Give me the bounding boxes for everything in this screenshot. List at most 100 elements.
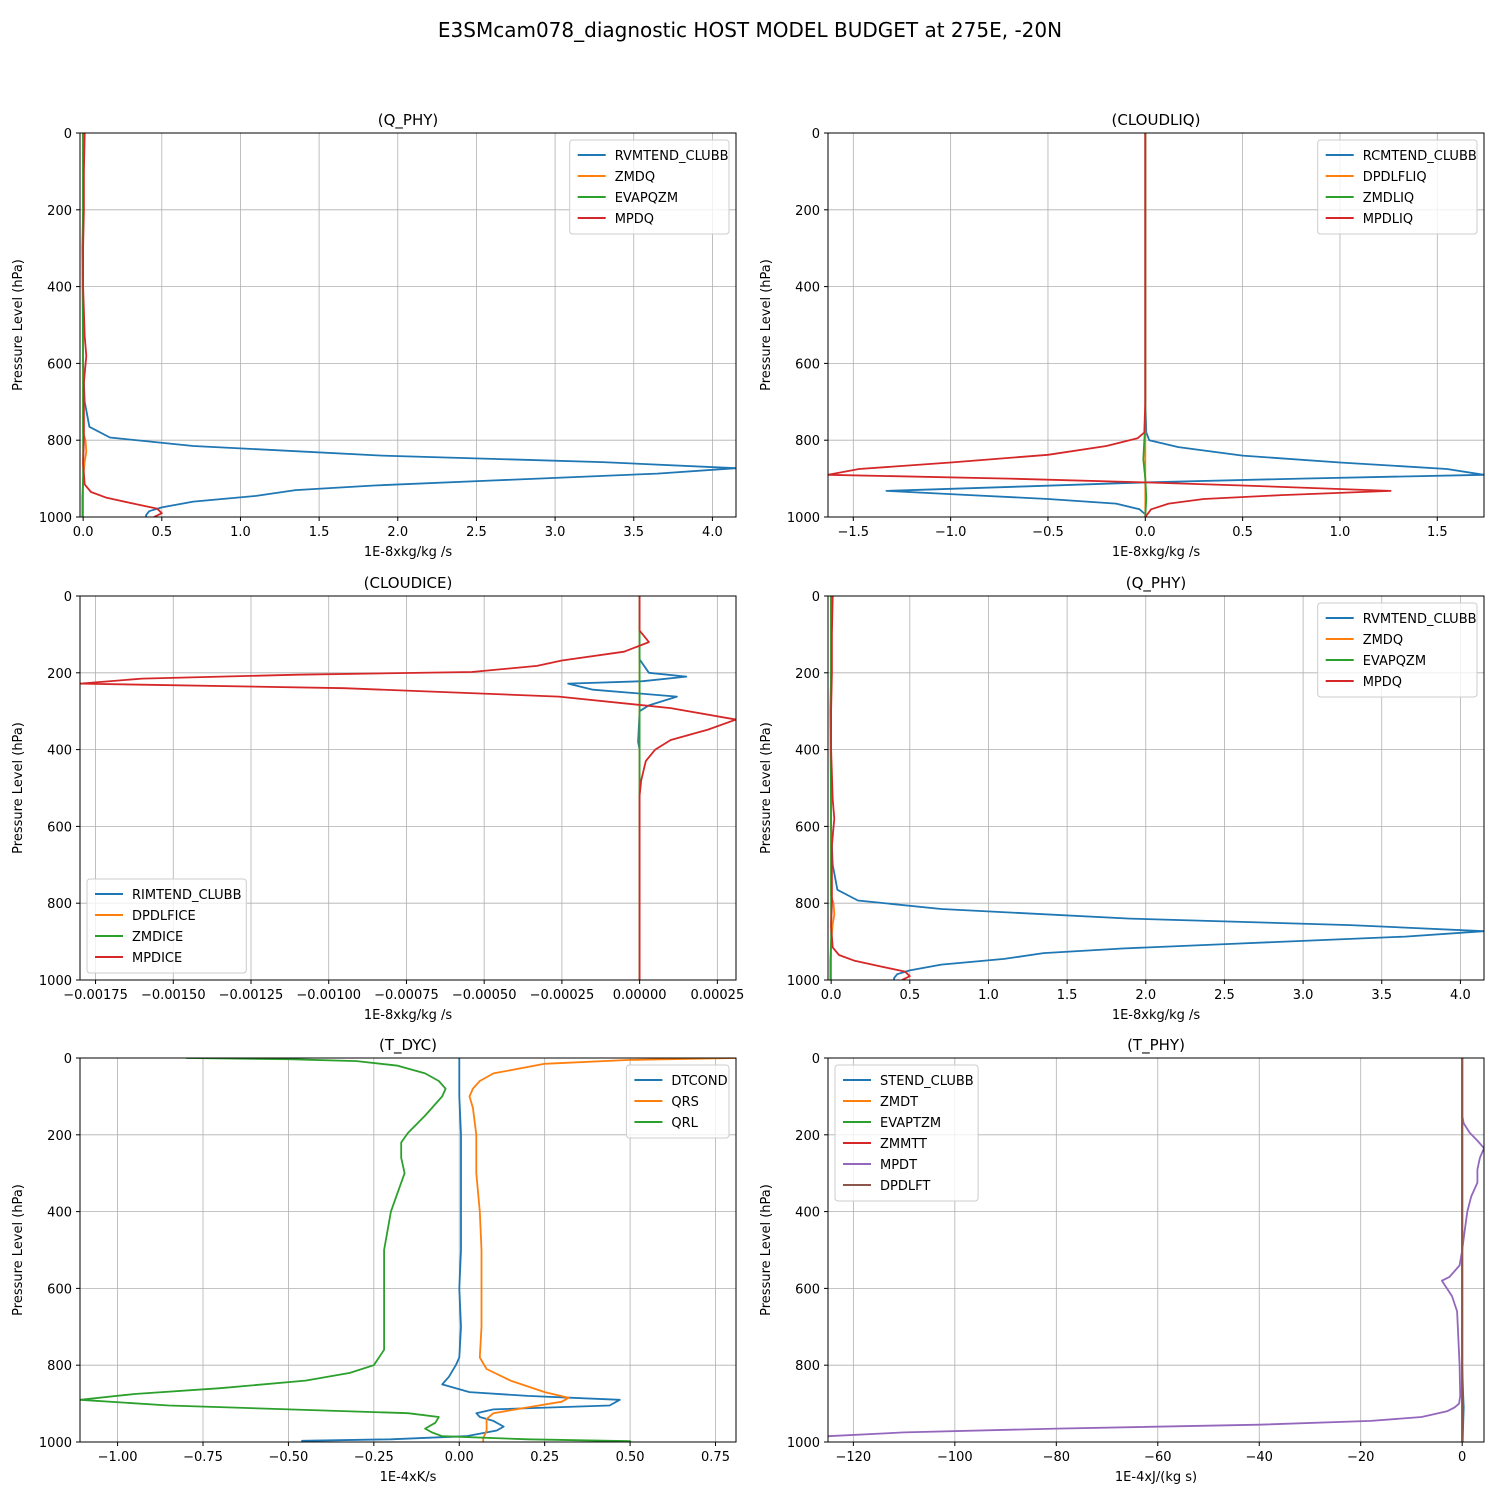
x-tick-label: 1.0 — [978, 988, 999, 1003]
axes-frame — [79, 1057, 737, 1443]
legend-box — [569, 139, 730, 235]
subplot-title: (Q_PHY) — [378, 111, 439, 130]
series-lines — [80, 1058, 736, 1442]
y-tick-label: 400 — [47, 281, 72, 296]
y-tick-label: 1000 — [39, 1436, 72, 1451]
x-tick-label: 0 — [1458, 1450, 1466, 1465]
series-lines — [829, 596, 1484, 980]
axes-frame — [79, 132, 737, 518]
y-tick-label: 600 — [795, 820, 820, 835]
x-tick-label: 0.5 — [1232, 525, 1253, 540]
y-axis-label: Pressure Level (hPa) — [11, 722, 26, 854]
legend-label: MPDQ — [1363, 675, 1402, 690]
x-tick-label: 0.00000 — [613, 988, 667, 1003]
y-axis-label: Pressure Level (hPa) — [11, 1184, 26, 1316]
subplot-title: (T_PHY) — [1127, 1036, 1185, 1055]
legend-label: MPDT — [880, 1158, 917, 1173]
legend-label: EVAPQZM — [615, 191, 678, 206]
y-tick-label: 800 — [47, 897, 72, 912]
y-tick-label: 400 — [795, 281, 820, 296]
legend-label: ZMDT — [880, 1095, 918, 1110]
x-tick-label: 1.5 — [1427, 525, 1448, 540]
y-axis-label: Pressure Level (hPa) — [759, 1184, 774, 1316]
legend-label: QRL — [671, 1116, 698, 1131]
subplot-6: −120 −100 −80 −60 −40 −20 0 0 200 400 600 800 1000 (T… — [759, 1036, 1485, 1485]
legend-label: MPDICE — [132, 951, 182, 966]
subplot-3: −0.00175 −0.00150 −0.00125 −0.00100 −0.00075… — [11, 574, 744, 1023]
x-tick-label: 3.0 — [545, 525, 566, 540]
legend: RCMTEND_CLUBB DPDLFLIQ ZMDLIQ MPDLIQ — [1317, 139, 1478, 235]
y-tick-label: 400 — [795, 1206, 820, 1221]
x-tick-label: 4.0 — [1450, 988, 1471, 1003]
y-tick-label: 1000 — [39, 974, 72, 989]
subplot-5: −1.00 −0.75 −0.50 −0.25 0.00 0.25 0.50 0.75 0 200… — [11, 1036, 737, 1485]
y-tick-label: 600 — [795, 1282, 820, 1297]
x-tick-label: 0.25 — [530, 1450, 559, 1465]
legend-label: STEND_CLUBB — [880, 1074, 974, 1089]
y-tick-label: 1000 — [39, 511, 72, 526]
x-axis-label: 1E-8xkg/kg /s — [364, 545, 453, 560]
axes-frame — [827, 1057, 1485, 1443]
x-tick-label: −0.00175 — [63, 988, 128, 1003]
x-tick-label: 0.0 — [821, 988, 842, 1003]
legend-label: MPDQ — [615, 212, 654, 227]
legend-box — [834, 1064, 979, 1202]
y-tick-label: 200 — [47, 1129, 72, 1144]
series-lines — [80, 596, 736, 980]
legend-label: DTCOND — [671, 1074, 727, 1089]
x-axis-label: 1E-8xkg/kg /s — [1112, 545, 1201, 560]
x-tick-label: −60 — [1144, 1450, 1171, 1465]
y-tick-label: 800 — [47, 1359, 72, 1374]
figure-title: E3SMcam078_diagnostic HOST MODEL BUDGET … — [438, 18, 1062, 42]
legend-label: ZMDQ — [1363, 633, 1403, 648]
series-lines — [81, 133, 736, 517]
x-axis-label: 1E-8xkg/kg /s — [364, 1008, 453, 1023]
legend: RVMTEND_CLUBB ZMDQ EVAPQZM MPDQ — [1317, 602, 1478, 698]
x-tick-label: −0.00075 — [374, 988, 439, 1003]
subplot-title: (Q_PHY) — [1126, 574, 1187, 593]
subplot-title: (CLOUDLIQ) — [1112, 111, 1201, 129]
x-tick-label: 0.0 — [1135, 525, 1156, 540]
legend-box — [86, 878, 247, 974]
y-tick-label: 0 — [812, 1052, 820, 1067]
x-tick-label: 0.5 — [899, 988, 920, 1003]
y-tick-label: 0 — [812, 127, 820, 142]
y-tick-label: 1000 — [787, 511, 820, 526]
x-tick-label: 1.5 — [1057, 988, 1078, 1003]
series-line-mpdq — [830, 596, 911, 980]
y-tick-label: 0 — [64, 590, 72, 605]
legend: RVMTEND_CLUBB ZMDQ EVAPQZM MPDQ — [569, 139, 730, 235]
x-tick-label: −120 — [836, 1450, 872, 1465]
series-line-qrl — [80, 1058, 631, 1442]
y-tick-label: 200 — [795, 1129, 820, 1144]
legend-label: RVMTEND_CLUBB — [615, 149, 729, 164]
legend-label: EVAPQZM — [1363, 654, 1426, 669]
legend-label: ZMDICE — [132, 930, 183, 945]
y-tick-label: 600 — [47, 820, 72, 835]
y-tick-label: 800 — [795, 897, 820, 912]
x-tick-label: 2.5 — [1214, 988, 1235, 1003]
x-tick-label: −0.5 — [1032, 525, 1064, 540]
y-tick-label: 0 — [64, 1052, 72, 1067]
x-tick-label: 2.0 — [1135, 988, 1156, 1003]
y-tick-label: 600 — [47, 357, 72, 372]
y-tick-label: 600 — [795, 357, 820, 372]
y-tick-label: 0 — [812, 590, 820, 605]
legend-box — [625, 1064, 730, 1139]
x-tick-label: −80 — [1043, 1450, 1070, 1465]
y-tick-label: 400 — [795, 744, 820, 759]
x-tick-label: 4.0 — [702, 525, 723, 540]
subplot-2: −1.5 −1.0 −0.5 0.0 0.5 1.0 1.5 0 200 400 600 800 100… — [759, 111, 1485, 560]
y-tick-label: 800 — [795, 1359, 820, 1374]
legend-label: RIMTEND_CLUBB — [132, 888, 242, 903]
y-tick-label: 200 — [795, 667, 820, 682]
axes-frame — [827, 595, 1485, 981]
series-line-qrs — [468, 1058, 736, 1442]
x-axis-label: 1E-4xK/s — [380, 1470, 437, 1485]
y-axis-label: Pressure Level (hPa) — [759, 722, 774, 854]
legend-label: ZMDLIQ — [1363, 191, 1414, 206]
x-tick-label: −0.75 — [183, 1450, 223, 1465]
legend-label: DPDLFLIQ — [1363, 170, 1427, 185]
subplot-title: (CLOUDICE) — [364, 574, 453, 592]
